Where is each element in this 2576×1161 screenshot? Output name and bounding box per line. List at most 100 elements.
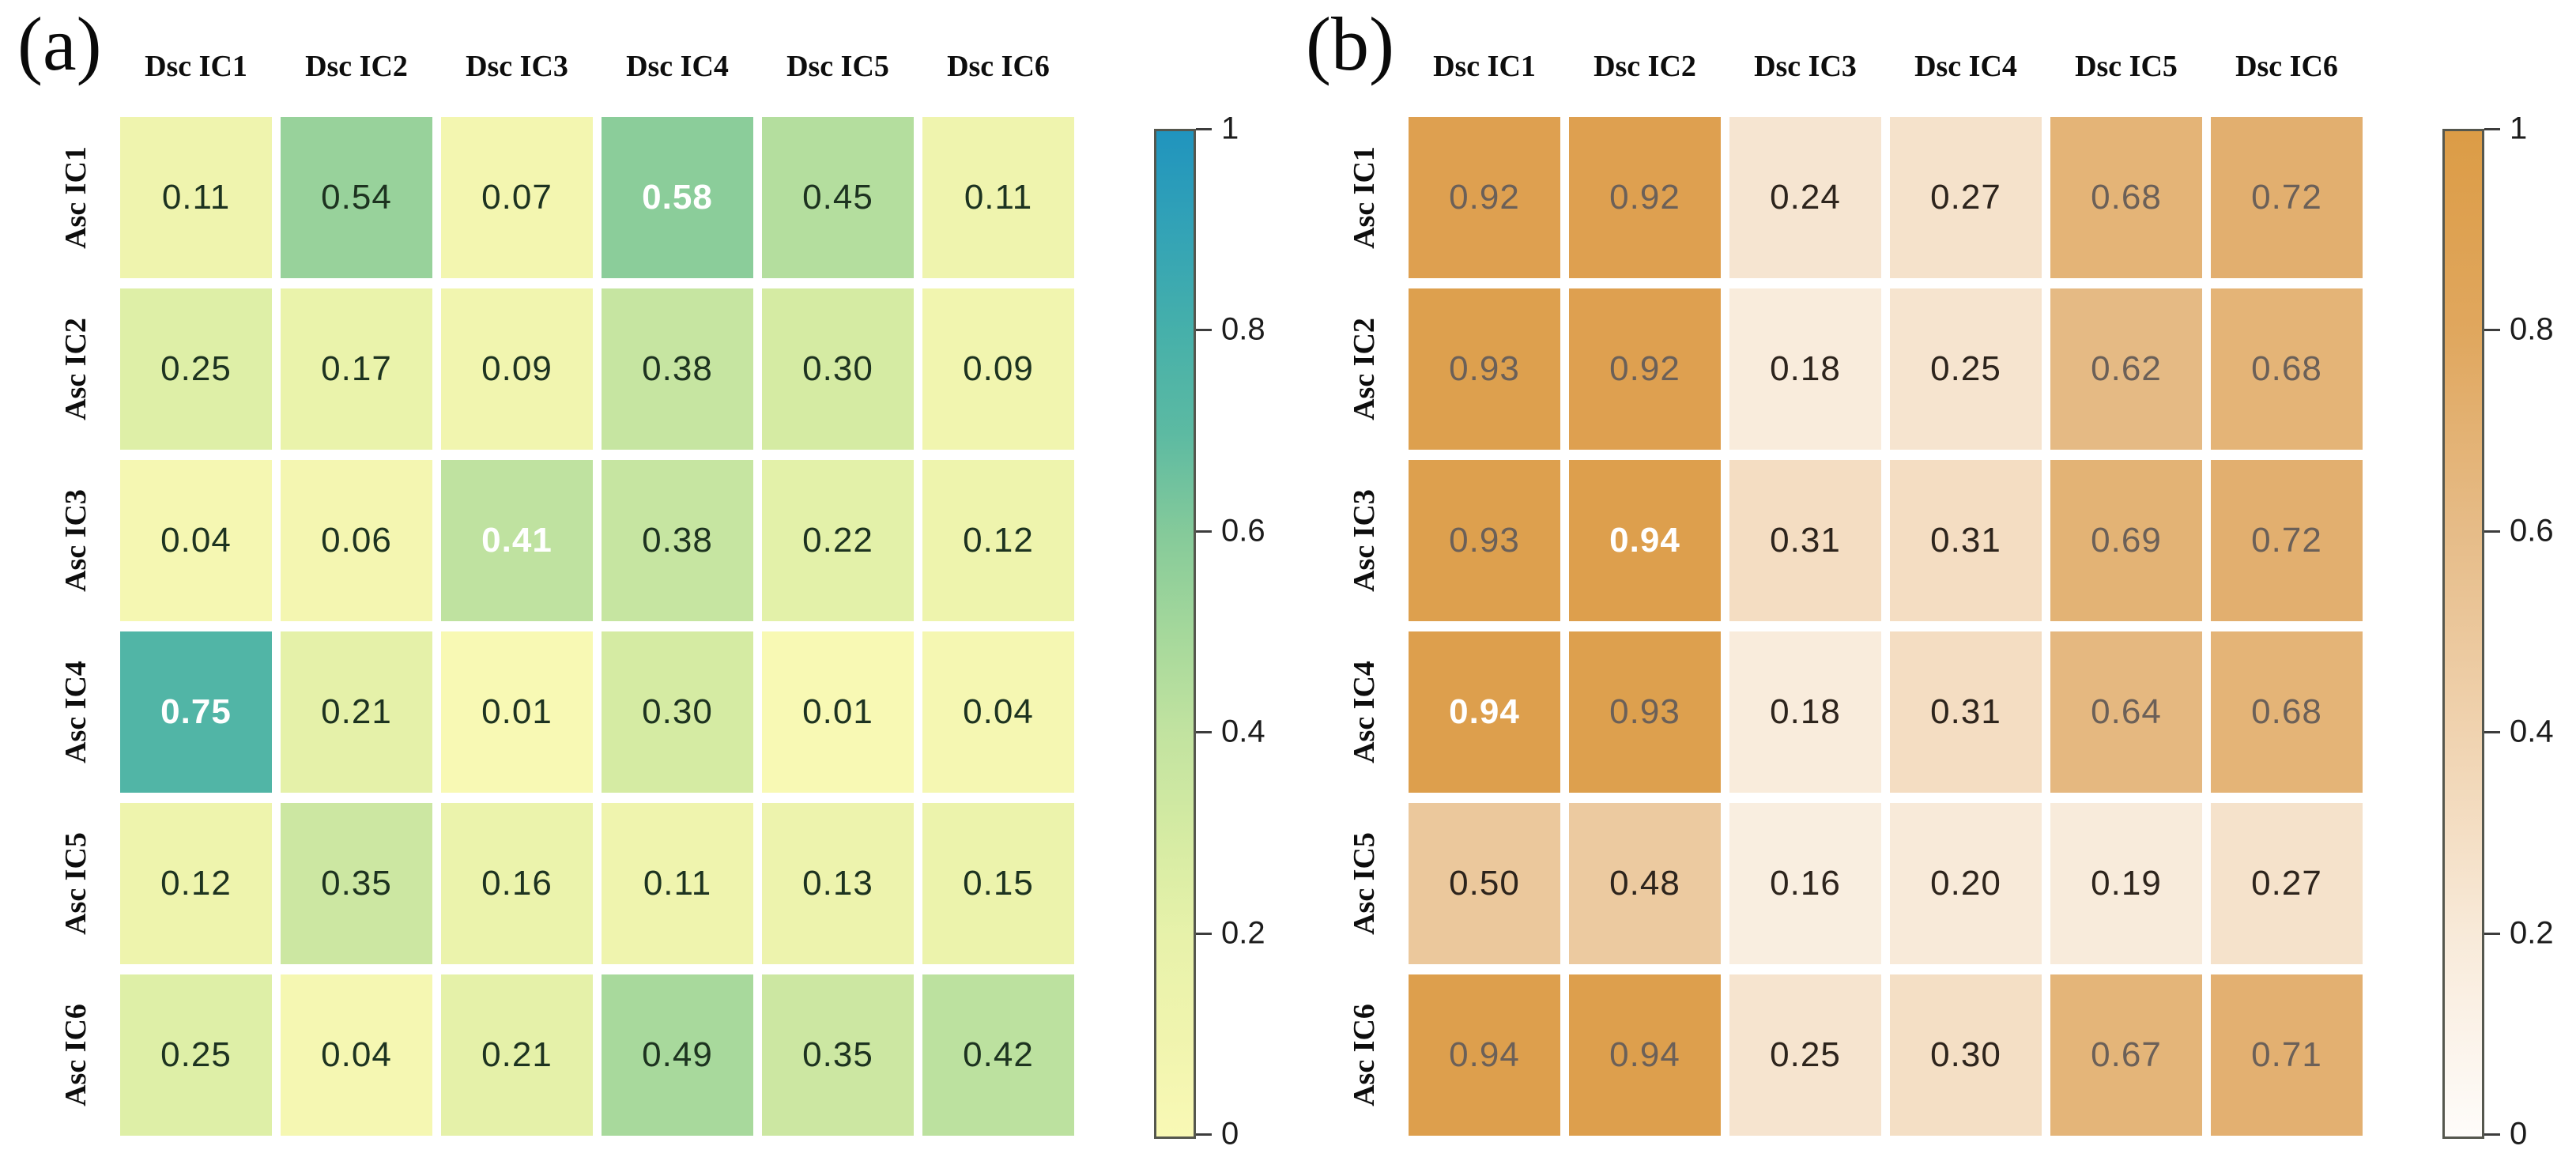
colorbar-tick-label: 1 xyxy=(2510,111,2528,146)
heatmap-cell: 0.62 xyxy=(2050,288,2202,450)
colorbar-tick-label: 0.8 xyxy=(1221,311,1265,347)
row-header: Asc IC4 xyxy=(38,631,114,793)
colorbar-tick xyxy=(1196,1133,1212,1136)
colorbar-tick xyxy=(2484,530,2500,533)
heatmap-cell: 0.92 xyxy=(1569,288,1721,450)
panel-label: (b) xyxy=(1306,2,1394,86)
heatmap-cell: 0.69 xyxy=(2050,460,2202,621)
heatmap-cell: 0.22 xyxy=(762,460,914,621)
colorbar-tick xyxy=(2484,731,2500,734)
colorbar-tick xyxy=(1196,329,1212,332)
heatmap-panel-b: (b) Dsc IC1 Dsc IC2 Dsc IC3 Dsc IC4 Dsc IC5 D… xyxy=(1288,0,2576,1161)
colorbar-tick-label: 0 xyxy=(1221,1116,1239,1152)
row-header-text: Asc IC3 xyxy=(59,489,93,592)
heatmap-cell: 0.38 xyxy=(602,460,753,621)
heatmap-cell: 0.21 xyxy=(441,974,593,1136)
colorbar-tick xyxy=(1196,932,1212,935)
heatmap-cell: 0.75 xyxy=(120,631,272,793)
heatmap-cell: 0.68 xyxy=(2050,117,2202,278)
heatmap-cell: 0.06 xyxy=(281,460,432,621)
row-header-text: Asc IC3 xyxy=(1348,489,1382,592)
colorbar-tick xyxy=(1196,731,1212,734)
column-header: Dsc IC6 xyxy=(947,50,1050,83)
row-header: Asc IC5 xyxy=(1326,803,1402,964)
heatmap-cell: 0.67 xyxy=(2050,974,2202,1136)
colorbar-tick-label: 0 xyxy=(2510,1116,2528,1152)
row-header: Asc IC2 xyxy=(1326,288,1402,450)
row-header: Asc IC4 xyxy=(1326,631,1402,793)
column-header: Dsc IC1 xyxy=(145,50,247,83)
heatmap-cell: 0.94 xyxy=(1409,631,1560,793)
row-header: Asc IC1 xyxy=(38,117,114,278)
column-header: Dsc IC1 xyxy=(1433,50,1536,83)
colorbar-tick-label: 0.6 xyxy=(1221,513,1265,548)
row-header-text: Asc IC2 xyxy=(1348,318,1382,420)
row-header: Asc IC3 xyxy=(1326,460,1402,621)
heatmap-cell: 0.27 xyxy=(1890,117,2042,278)
heatmap-cell: 0.11 xyxy=(120,117,272,278)
heatmap-cell: 0.12 xyxy=(120,803,272,964)
heatmap-cell: 0.24 xyxy=(1729,117,1881,278)
heatmap-cell: 0.72 xyxy=(2211,460,2363,621)
heatmap-cell: 0.21 xyxy=(281,631,432,793)
heatmap-cell: 0.15 xyxy=(922,803,1074,964)
heatmap-cell: 0.04 xyxy=(120,460,272,621)
colorbar-tick xyxy=(1196,530,1212,533)
colorbar-tick-label: 0.8 xyxy=(2510,311,2554,347)
colorbar-tick-label: 0.2 xyxy=(2510,915,2554,951)
heatmap-cell: 0.25 xyxy=(120,288,272,450)
row-header-text: Asc IC2 xyxy=(59,318,93,420)
heatmap-cell: 0.09 xyxy=(441,288,593,450)
column-header: Dsc IC2 xyxy=(1593,50,1696,83)
colorbar-tick-label: 1 xyxy=(1221,111,1239,146)
heatmap-cell: 0.42 xyxy=(922,974,1074,1136)
row-header: Asc IC1 xyxy=(1326,117,1402,278)
colorbar-tick xyxy=(2484,932,2500,935)
heatmap-cell: 0.31 xyxy=(1890,460,2042,621)
heatmap-cell: 0.30 xyxy=(602,631,753,793)
heatmap-panel-a: (a) Dsc IC1 Dsc IC2 Dsc IC3 Dsc IC4 Dsc IC5 D… xyxy=(17,6,1265,1152)
colorbar-tick-label: 0.4 xyxy=(1221,714,1265,749)
heatmap-cell: 0.71 xyxy=(2211,974,2363,1136)
heatmap-cell: 0.94 xyxy=(1409,974,1560,1136)
heatmap-cell: 0.07 xyxy=(441,117,593,278)
colorbar-tick-label: 0.4 xyxy=(2510,714,2554,749)
heatmap-cell: 0.25 xyxy=(120,974,272,1136)
heatmap-cell: 0.38 xyxy=(602,288,753,450)
heatmap-cell: 0.16 xyxy=(1729,803,1881,964)
column-header: Dsc IC3 xyxy=(466,50,568,83)
row-header-text: Asc IC5 xyxy=(1348,832,1382,935)
heatmap-cell: 0.30 xyxy=(762,288,914,450)
row-header: Asc IC5 xyxy=(38,803,114,964)
heatmap-cell: 0.11 xyxy=(602,803,753,964)
row-header-text: Asc IC5 xyxy=(59,832,93,935)
column-header: Dsc IC5 xyxy=(786,50,889,83)
heatmap-cell: 0.68 xyxy=(2211,288,2363,450)
column-header: Dsc IC4 xyxy=(626,50,729,83)
column-header: Dsc IC5 xyxy=(2075,50,2178,83)
column-header: Dsc IC3 xyxy=(1754,50,1857,83)
heatmap-cell: 0.35 xyxy=(762,974,914,1136)
colorbar-tick xyxy=(2484,1133,2500,1136)
heatmap-cell: 0.31 xyxy=(1890,631,2042,793)
heatmap-cell: 0.48 xyxy=(1569,803,1721,964)
heatmap-cell: 0.93 xyxy=(1409,288,1560,450)
row-header-text: Asc IC4 xyxy=(1348,661,1382,763)
colorbar-tick-label: 0.2 xyxy=(1221,915,1265,951)
heatmap-cell: 0.30 xyxy=(1890,974,2042,1136)
colorbar xyxy=(1154,129,1196,1139)
heatmap-cell: 0.68 xyxy=(2211,631,2363,793)
heatmap-cell: 0.20 xyxy=(1890,803,2042,964)
row-header: Asc IC2 xyxy=(38,288,114,450)
heatmap-cell: 0.12 xyxy=(922,460,1074,621)
heatmap-cell: 0.09 xyxy=(922,288,1074,450)
heatmap-cell: 0.18 xyxy=(1729,288,1881,450)
heatmap-cell: 0.50 xyxy=(1409,803,1560,964)
row-header-text: Asc IC4 xyxy=(59,661,93,763)
heatmap-cell: 0.25 xyxy=(1729,974,1881,1136)
heatmap-cell: 0.16 xyxy=(441,803,593,964)
heatmap-cell: 0.17 xyxy=(281,288,432,450)
row-header: Asc IC6 xyxy=(1326,974,1402,1136)
heatmap-cell: 0.94 xyxy=(1569,460,1721,621)
